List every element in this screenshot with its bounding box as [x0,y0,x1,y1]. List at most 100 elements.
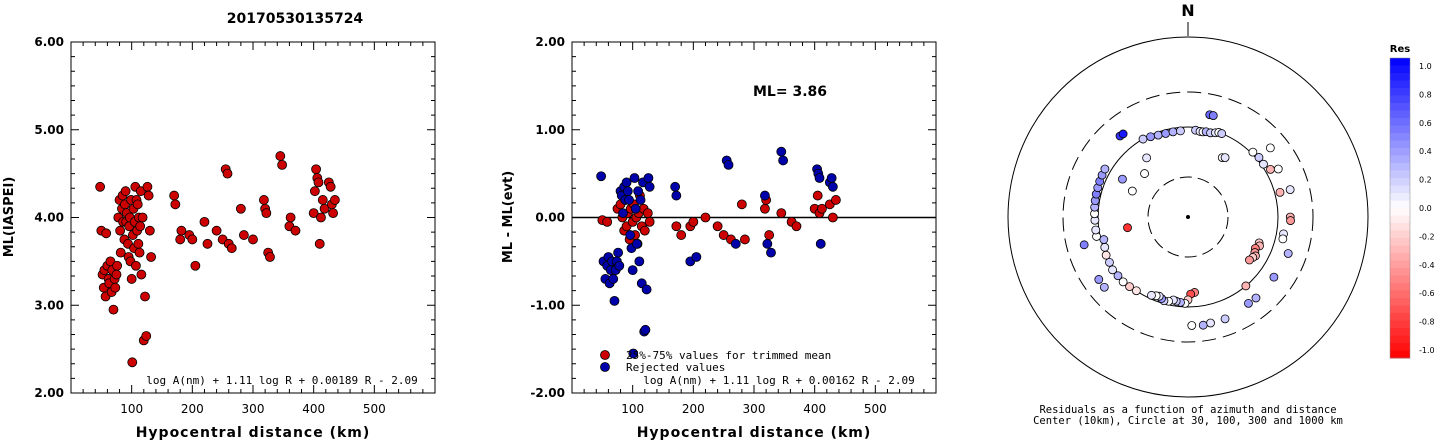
y-tick-label: 5.00 [34,123,64,137]
colorbar-segment [1390,125,1410,134]
data-point [671,190,682,201]
data-point [618,208,628,219]
figure-title: 20170530135724 [227,11,364,27]
data-point [313,177,324,188]
data-point [131,260,141,271]
station-point [1161,129,1171,138]
data-point [826,173,837,183]
colorbar-segment [1390,320,1410,329]
station-point [1100,242,1110,252]
colorbar-segment [1390,163,1410,171]
tick-marks [70,41,436,394]
data-point [791,221,802,232]
panel-magnitude-vs-distance: 2.00 3.00 4.00 5.00 6.00 100 200 300 400 500 log… [2,35,436,441]
colorbar-segment [1390,275,1410,284]
data-point [712,221,723,232]
station-point [1176,126,1185,136]
colorbar [1389,57,1411,359]
data-point [602,216,613,227]
colorbar-tick-label: 1.0 [1419,62,1432,71]
station-point [1273,164,1283,174]
station-point [1153,130,1163,140]
colorbar-segment [1390,305,1410,314]
data-point [140,291,150,302]
station-point [1248,147,1258,157]
data-point [146,252,156,262]
station-point [1101,250,1111,260]
station-point [1147,290,1156,300]
legend-marker-rejected [600,362,610,372]
station-point [1220,153,1230,163]
data-point [170,199,181,210]
data-point [736,199,747,210]
y-tick-label: 4.00 [34,211,64,225]
colorbar-segment [1390,223,1410,231]
data-point [275,151,286,161]
data-point [632,238,642,249]
data-point [143,190,154,201]
y-axis-label: ML - ML(evt) [501,171,516,263]
tick-marks [571,41,937,394]
colorbar-tick-label: -0.4 [1419,261,1435,270]
north-label: N [1181,1,1194,20]
data-point [827,181,838,192]
y-tick-label: 2.00 [34,386,64,400]
colorbar-segment [1390,88,1410,96]
data-point [676,230,687,240]
station-point [1254,153,1264,162]
data-point [762,238,773,249]
data-point [112,260,123,271]
colorbar-tick-label: 0.4 [1419,147,1432,156]
data-point [644,216,655,227]
colorbar-segment [1390,170,1410,179]
data-point [110,282,121,293]
data-point [622,186,633,197]
data-point [211,225,222,236]
colorbar-segment [1390,298,1410,306]
colorbar-segment [1390,283,1410,291]
station-point [1217,129,1227,138]
panel-residual-vs-distance: -2.00 -1.00 0.00 1.00 2.00 100 200 300 400 500 M… [501,35,937,441]
station-point [1241,281,1251,291]
station-point [1140,169,1149,178]
ring-30km [1147,176,1229,258]
data-point [740,234,750,245]
data-point [831,195,841,205]
data-point [723,159,734,170]
colorbar-segment [1390,290,1410,299]
station-point [1278,234,1288,244]
ring-100km [1097,126,1279,308]
x-tick-label: 300 [743,402,766,416]
station-point [1131,286,1141,296]
x-axis-label: Hypocentral distance (km) [136,425,371,441]
data-point [328,208,338,219]
data-point [248,234,258,245]
epicenter-dot [1186,215,1190,219]
data-point [144,225,155,236]
station-point [1138,134,1148,144]
data-point [764,230,775,240]
data-point [137,212,148,223]
data-point [222,168,233,179]
x-tick-label: 400 [803,402,826,416]
data-point [308,208,319,219]
data-point [814,173,825,183]
data-point [634,256,645,267]
data-point [108,304,119,315]
colorbar-segment [1390,65,1410,74]
station-point [1100,164,1110,174]
data-point [671,221,682,232]
data-point [827,212,838,223]
station-point [1244,298,1253,308]
station-point [1118,277,1128,287]
data-point [643,173,654,183]
data-point [625,230,636,240]
colorbar-segment [1390,140,1410,149]
station-point [1265,143,1275,153]
station-point [1251,293,1261,303]
legend-label-trimmed: 25%-75% values for trimmed mean [626,349,831,362]
colorbar-segment [1390,215,1410,224]
x-axis-label: Hypocentral distance (km) [637,425,872,441]
station-point [1146,132,1155,142]
x-tick-labels: 100 200 300 400 500 [621,402,887,416]
